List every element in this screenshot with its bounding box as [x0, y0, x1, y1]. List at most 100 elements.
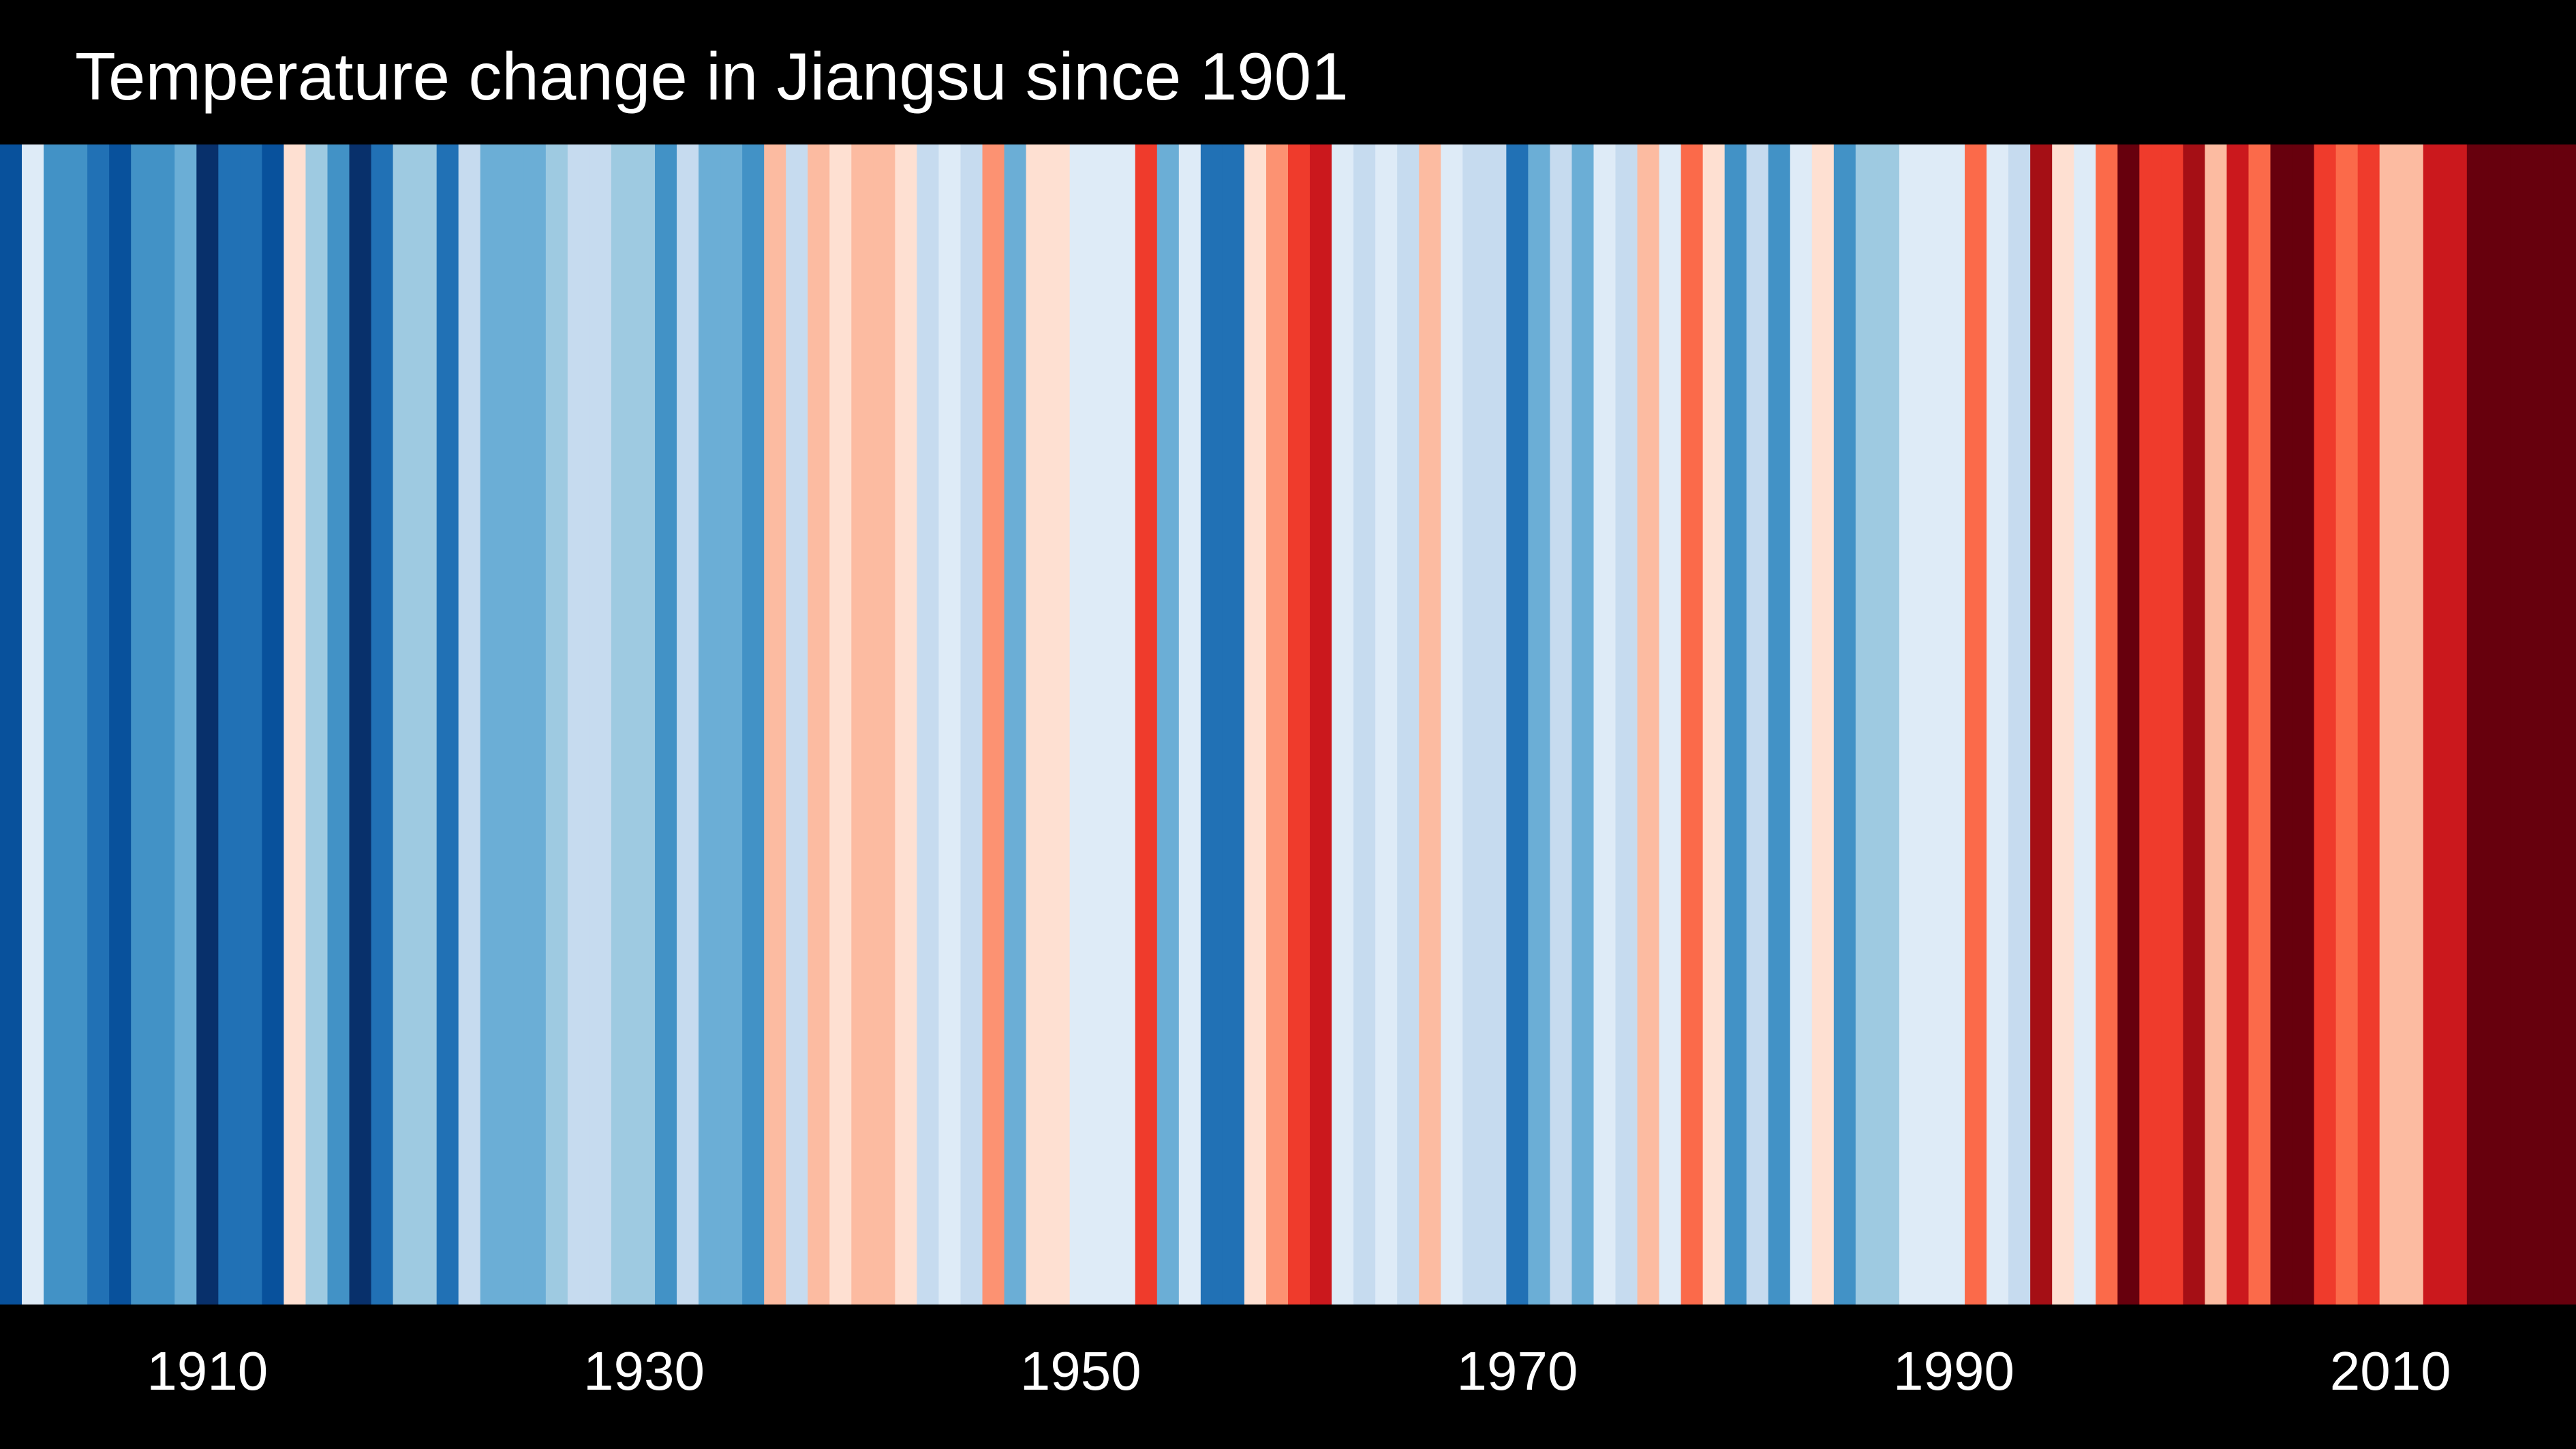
stripe-1944 — [938, 144, 962, 1305]
stripe-1925 — [523, 144, 547, 1305]
stripe-1933 — [699, 144, 721, 1305]
stripe-1955 — [1178, 144, 1201, 1305]
stripe-1943 — [917, 144, 940, 1305]
stripe-1911 — [218, 144, 241, 1305]
stripe-1934 — [720, 144, 743, 1305]
stripe-1918 — [371, 144, 394, 1305]
stripe-2003 — [2226, 144, 2250, 1305]
stripe-1908 — [153, 144, 176, 1305]
stripe-2010 — [2379, 144, 2402, 1305]
stripe-1948 — [1026, 144, 1049, 1305]
stripe-1919 — [393, 144, 416, 1305]
chart-title: Temperature change in Jiangsu since 1901 — [75, 39, 1349, 114]
stripe-2000 — [2161, 144, 2184, 1305]
stripe-1949 — [1047, 144, 1071, 1305]
stripe-2002 — [2205, 144, 2228, 1305]
stripe-1989 — [1920, 144, 1944, 1305]
stripe-1942 — [895, 144, 918, 1305]
stripe-1961 — [1310, 144, 1332, 1305]
stripe-1931 — [655, 144, 677, 1305]
stripe-1941 — [873, 144, 896, 1305]
stripe-1935 — [742, 144, 765, 1305]
stripe-1972 — [1550, 144, 1573, 1305]
x-axis: 1910 1930 1950 1970 1990 2010 — [0, 1305, 2576, 1449]
stripe-1954 — [1156, 144, 1180, 1305]
stripe-1910 — [196, 144, 219, 1305]
stripe-1979 — [1702, 144, 1726, 1305]
stripe-2013 — [2444, 144, 2468, 1305]
stripe-1923 — [480, 144, 503, 1305]
stripe-1974 — [1593, 144, 1616, 1305]
stripe-1951 — [1091, 144, 1114, 1305]
x-tick-label-1990: 1990 — [1893, 1341, 2014, 1401]
stripe-1907 — [131, 144, 154, 1305]
stripe-1921 — [436, 144, 459, 1305]
stripe-1980 — [1724, 144, 1747, 1305]
stripe-1968 — [1462, 144, 1486, 1305]
stripe-1901 — [0, 144, 22, 1305]
stripe-1971 — [1528, 144, 1551, 1305]
stripe-1952 — [1113, 144, 1136, 1305]
stripe-2006 — [2292, 144, 2315, 1305]
stripe-1912 — [240, 144, 263, 1305]
stripe-1917 — [349, 144, 372, 1305]
stripe-1981 — [1746, 144, 1769, 1305]
stripe-2014 — [2466, 144, 2489, 1305]
stripe-1984 — [1811, 144, 1835, 1305]
x-tick-label-1970: 1970 — [1456, 1341, 1578, 1401]
stripe-1920 — [414, 144, 438, 1305]
stripe-1916 — [327, 144, 350, 1305]
stripe-1936 — [764, 144, 787, 1305]
stripe-1914 — [283, 144, 307, 1305]
stripe-1986 — [1855, 144, 1878, 1305]
stripe-2005 — [2270, 144, 2293, 1305]
stripe-1960 — [1288, 144, 1310, 1305]
stripe-1922 — [458, 144, 481, 1305]
stripe-1976 — [1637, 144, 1660, 1305]
stripe-1924 — [502, 144, 525, 1305]
stripe-1953 — [1135, 144, 1158, 1305]
stripe-1992 — [1987, 144, 2009, 1305]
stripe-1906 — [109, 144, 132, 1305]
stripe-1930 — [632, 144, 656, 1305]
stripe-2011 — [2401, 144, 2424, 1305]
stripe-1939 — [829, 144, 853, 1305]
stripe-2001 — [2183, 144, 2206, 1305]
stripe-1963 — [1353, 144, 1376, 1305]
stripe-1994 — [2030, 144, 2053, 1305]
x-tick-label-2010: 2010 — [2329, 1341, 2451, 1401]
stripe-1926 — [545, 144, 568, 1305]
stripe-2018 — [2554, 144, 2576, 1305]
stripe-1959 — [1266, 144, 1289, 1305]
stripe-1947 — [1004, 144, 1027, 1305]
stripe-1983 — [1790, 144, 1813, 1305]
stripe-1997 — [2096, 144, 2119, 1305]
stripe-1904 — [65, 144, 88, 1305]
stripe-1909 — [174, 144, 198, 1305]
stripe-1999 — [2139, 144, 2162, 1305]
stripe-2004 — [2248, 144, 2271, 1305]
stripe-1970 — [1506, 144, 1529, 1305]
stripe-1985 — [1833, 144, 1856, 1305]
stripe-1962 — [1332, 144, 1354, 1305]
stripe-1902 — [22, 144, 44, 1305]
x-tick-label-1910: 1910 — [147, 1341, 269, 1401]
stripe-1950 — [1069, 144, 1092, 1305]
stripe-1966 — [1419, 144, 1442, 1305]
stripe-2008 — [2335, 144, 2359, 1305]
stripe-1937 — [786, 144, 809, 1305]
stripe-1958 — [1244, 144, 1267, 1305]
stripe-1905 — [87, 144, 110, 1305]
stripe-1940 — [851, 144, 874, 1305]
stripe-1975 — [1615, 144, 1638, 1305]
stripe-1965 — [1397, 144, 1420, 1305]
stripe-1957 — [1222, 144, 1245, 1305]
stripe-1932 — [677, 144, 699, 1305]
stripe-1978 — [1681, 144, 1704, 1305]
stripe-1982 — [1768, 144, 1791, 1305]
stripe-1915 — [305, 144, 328, 1305]
stripe-1998 — [2117, 144, 2141, 1305]
stripe-1964 — [1375, 144, 1398, 1305]
stripe-1988 — [1899, 144, 1922, 1305]
stripe-1973 — [1571, 144, 1595, 1305]
